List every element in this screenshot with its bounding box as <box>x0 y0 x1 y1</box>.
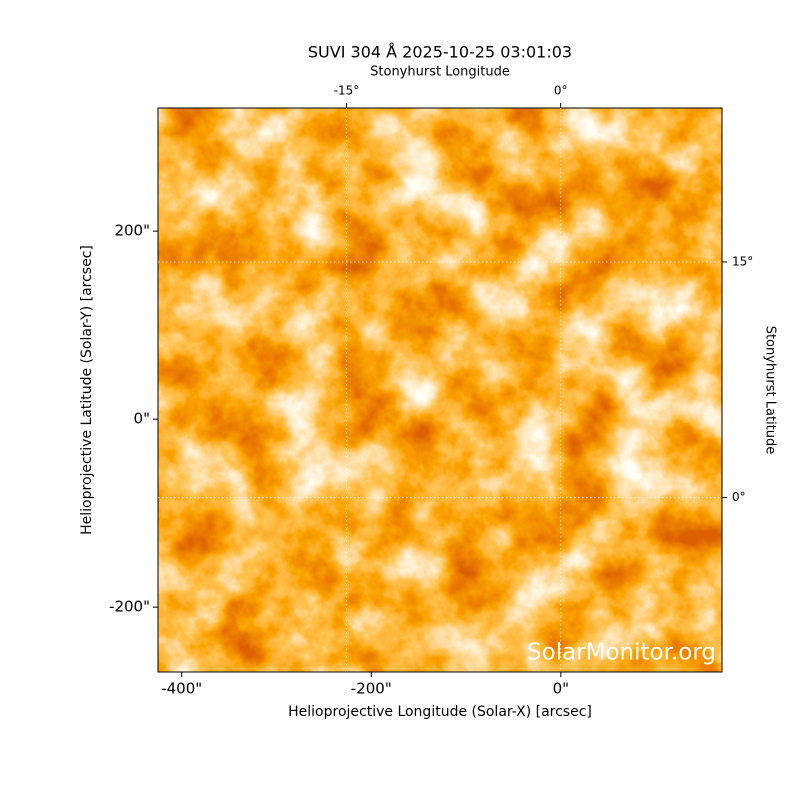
y-tick-label: 0" <box>134 410 150 428</box>
x-tick-label: -400" <box>161 680 202 698</box>
x2-tick-label: -15° <box>334 84 360 98</box>
x-axis-label: Helioprojective Longitude (Solar-X) [arc… <box>288 704 592 720</box>
x2-axis-label: Stonyhurst Longitude <box>370 65 510 80</box>
plot-frame <box>157 107 723 673</box>
watermark: SolarMonitor.org <box>527 640 716 666</box>
y2-tick-label: 0° <box>732 490 746 504</box>
y-tick-label: 200" <box>114 222 150 240</box>
solar-image <box>158 108 722 672</box>
x-tick-label: -200" <box>351 680 392 698</box>
y2-axis-label: Stonyhurst Latitude <box>763 326 778 455</box>
x-tick-label: 0" <box>553 680 569 698</box>
chart-title: SUVI 304 Å 2025-10-25 03:01:03 <box>308 43 572 62</box>
y-axis-label: Helioprojective Latitude (Solar-Y) [arcs… <box>79 245 95 535</box>
y-tick-label: -200" <box>109 598 150 616</box>
x2-tick-label: 0° <box>554 84 568 98</box>
y2-tick-label: 15° <box>732 254 753 268</box>
